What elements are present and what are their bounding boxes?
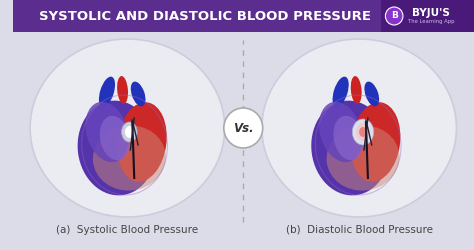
FancyBboxPatch shape (12, 0, 474, 32)
Ellipse shape (117, 76, 128, 104)
Ellipse shape (93, 126, 166, 190)
Ellipse shape (131, 82, 146, 106)
Circle shape (224, 108, 263, 148)
Ellipse shape (122, 122, 137, 142)
Ellipse shape (351, 102, 401, 182)
Ellipse shape (118, 102, 167, 182)
Ellipse shape (99, 77, 115, 107)
FancyBboxPatch shape (381, 0, 474, 32)
Ellipse shape (333, 116, 364, 160)
Ellipse shape (333, 77, 349, 107)
Text: (b)  Diastolic Blood Pressure: (b) Diastolic Blood Pressure (286, 225, 433, 235)
Text: BYJU'S: BYJU'S (412, 8, 450, 18)
Circle shape (385, 7, 403, 25)
Ellipse shape (359, 127, 367, 137)
Text: SYSTOLIC AND DIASTOLIC BLOOD PRESSURE: SYSTOLIC AND DIASTOLIC BLOOD PRESSURE (39, 10, 371, 22)
Ellipse shape (352, 119, 374, 145)
Ellipse shape (365, 82, 379, 106)
Ellipse shape (351, 76, 362, 104)
Ellipse shape (85, 102, 128, 162)
Ellipse shape (125, 126, 134, 138)
Text: Vs.: Vs. (233, 122, 254, 134)
Ellipse shape (100, 116, 130, 160)
Text: B: B (391, 12, 398, 20)
Ellipse shape (30, 39, 225, 217)
Ellipse shape (356, 123, 370, 141)
Ellipse shape (262, 39, 456, 217)
Ellipse shape (319, 102, 362, 162)
Text: (a)  Systolic Blood Pressure: (a) Systolic Blood Pressure (56, 225, 199, 235)
Ellipse shape (311, 101, 390, 195)
Ellipse shape (327, 126, 400, 190)
Text: The Learning App: The Learning App (408, 18, 455, 24)
Ellipse shape (78, 101, 156, 195)
